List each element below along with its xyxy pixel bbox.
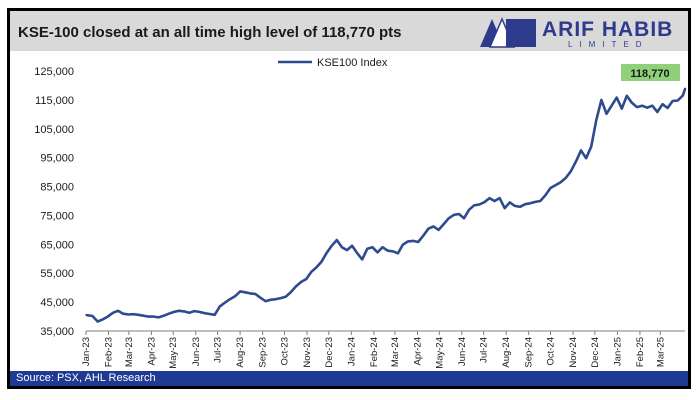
y-axis: 35,000 45,000 55,000 65,000 75,000 85,000 95,0… bbox=[34, 66, 74, 338]
y-tick-label: 105,000 bbox=[34, 124, 74, 136]
company-logo: ARIF HABIB LIMITED bbox=[480, 17, 673, 49]
callout-label: 118,770 bbox=[630, 68, 669, 80]
x-tick-label: Dec-23 bbox=[324, 337, 335, 368]
x-tick-label: Aug-24 bbox=[501, 337, 512, 368]
x-tick-label: Jun-24 bbox=[457, 337, 468, 366]
x-tick-label: Feb-23 bbox=[104, 337, 115, 367]
y-tick-label: 115,000 bbox=[35, 95, 74, 107]
x-tick-label: Mar-25 bbox=[655, 337, 666, 367]
y-tick-label: 35,000 bbox=[40, 326, 74, 338]
y-tick-label: 95,000 bbox=[40, 153, 74, 165]
x-tick-label: Mar-23 bbox=[124, 337, 135, 367]
x-axis: Jan-23 Feb-23 Mar-23 Apr-23 May-23 Jun-23 Jul-… bbox=[81, 330, 685, 369]
y-tick-label: 45,000 bbox=[40, 297, 74, 309]
x-tick-label: Sep-23 bbox=[258, 337, 269, 368]
x-tick-label: Sep-24 bbox=[524, 337, 535, 368]
x-tick-label: Jan-25 bbox=[612, 337, 623, 366]
y-tick-label: 65,000 bbox=[40, 239, 74, 251]
line-chart: 35,000 45,000 55,000 65,000 75,000 85,000 95,0… bbox=[34, 57, 687, 369]
logo-sub-text: LIMITED bbox=[568, 40, 649, 49]
x-tick-label: Feb-25 bbox=[635, 337, 646, 367]
y-tick-label: 125,000 bbox=[34, 66, 74, 78]
logo-mark-icon bbox=[480, 17, 536, 48]
chart-frame: KSE-100 closed at an all time high level… bbox=[7, 8, 691, 389]
x-tick-label: Nov-24 bbox=[568, 337, 579, 368]
callout: 118,770 bbox=[621, 64, 680, 81]
x-tick-label: Feb-24 bbox=[369, 337, 380, 367]
callout-box bbox=[621, 64, 680, 81]
x-tick-label: Jan-23 bbox=[81, 337, 92, 366]
source-note: Source: PSX, AHL Research bbox=[16, 372, 156, 384]
footer-bar: Source: PSX, AHL Research bbox=[10, 371, 688, 386]
x-tick-label: Jan-24 bbox=[346, 337, 357, 366]
x-tick-label: Aug-23 bbox=[235, 337, 246, 368]
header-bar: KSE-100 closed at an all time high level… bbox=[10, 11, 688, 51]
legend-label: KSE100 Index bbox=[317, 57, 388, 69]
x-tick-label: Mar-24 bbox=[390, 337, 401, 367]
y-tick-label: 55,000 bbox=[40, 268, 74, 280]
logo-main-text: ARIF HABIB bbox=[542, 18, 673, 41]
y-tick-label: 75,000 bbox=[40, 210, 74, 222]
series-layer bbox=[85, 87, 687, 323]
x-tick-label: Apr-23 bbox=[146, 337, 157, 366]
x-tick-label: Oct-23 bbox=[279, 337, 290, 366]
x-tick-label: Apr-24 bbox=[412, 337, 423, 366]
legend: KSE100 Index bbox=[278, 57, 388, 69]
x-tick-label: Jul-24 bbox=[479, 337, 490, 363]
x-tick-label: May-24 bbox=[434, 337, 445, 369]
chart-title: KSE-100 closed at an all time high level… bbox=[18, 24, 402, 41]
x-tick-label: Jun-23 bbox=[191, 337, 202, 366]
x-tick-label: Oct-24 bbox=[546, 337, 557, 366]
x-tick-label: Jul-23 bbox=[213, 337, 224, 363]
series-line-kse100 bbox=[85, 87, 687, 323]
x-tick-label: May-23 bbox=[168, 337, 179, 369]
x-tick-label: Nov-23 bbox=[302, 337, 313, 368]
y-tick-label: 85,000 bbox=[40, 182, 74, 194]
x-tick-label: Dec-24 bbox=[590, 337, 601, 368]
